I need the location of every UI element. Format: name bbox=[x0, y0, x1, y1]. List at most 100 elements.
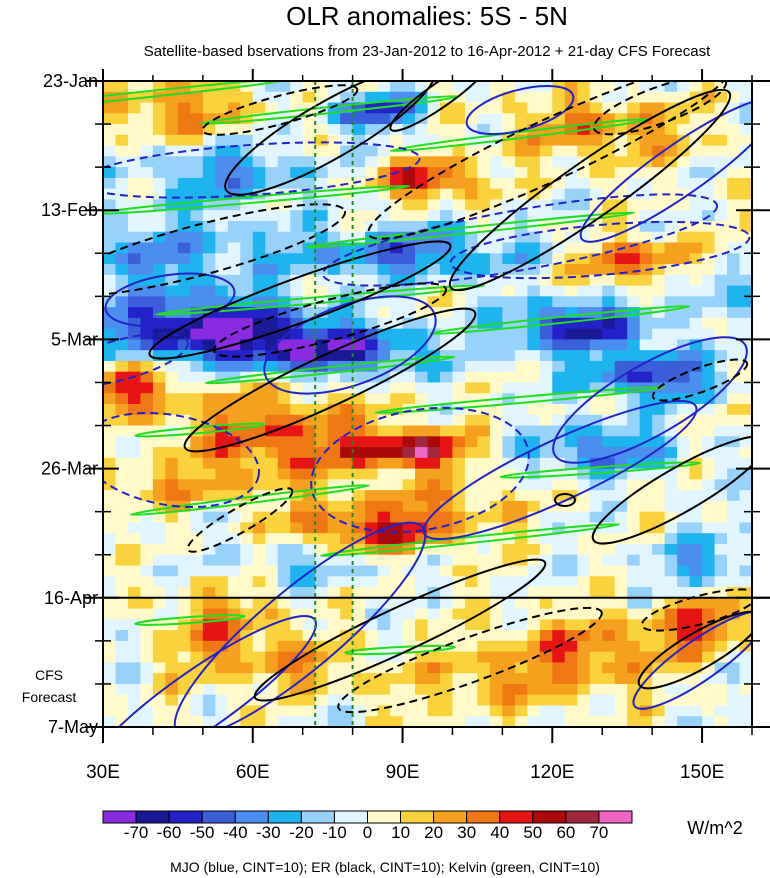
heat-cell bbox=[552, 447, 566, 459]
heat-cell bbox=[140, 522, 154, 534]
heat-cell bbox=[577, 543, 591, 556]
heat-cell bbox=[464, 597, 479, 610]
heat-cell bbox=[315, 640, 329, 653]
heat-cell bbox=[352, 630, 366, 642]
heat-cell bbox=[302, 436, 316, 448]
heat-cell bbox=[464, 468, 479, 480]
heat-cell bbox=[377, 253, 391, 265]
heat-cell bbox=[277, 328, 291, 340]
heat-cell bbox=[327, 716, 341, 727]
heat-cell bbox=[352, 231, 366, 244]
heat-cell bbox=[602, 543, 616, 556]
heat-cell bbox=[140, 296, 154, 308]
heat-cell bbox=[514, 447, 528, 459]
heat-cell bbox=[439, 220, 454, 233]
heat-cell bbox=[489, 608, 503, 620]
heat-cell bbox=[602, 328, 616, 340]
heat-cell bbox=[677, 382, 691, 394]
heat-cell bbox=[427, 113, 441, 125]
heat-cell bbox=[739, 317, 752, 330]
heat-cell bbox=[639, 565, 653, 577]
heat-cell bbox=[402, 673, 416, 685]
heat-cell bbox=[177, 447, 191, 459]
heat-cell bbox=[527, 156, 541, 168]
heat-cell bbox=[514, 479, 528, 491]
heat-cell bbox=[115, 479, 129, 491]
heat-cell bbox=[514, 705, 528, 717]
heat-cell bbox=[402, 608, 416, 620]
heat-cell bbox=[327, 673, 341, 685]
heat-cell bbox=[439, 113, 454, 125]
heat-cell bbox=[727, 307, 741, 319]
heat-cell bbox=[290, 479, 304, 491]
heat-cell bbox=[427, 242, 441, 254]
heat-cell bbox=[677, 264, 691, 276]
heat-cell bbox=[602, 156, 616, 168]
heat-cell bbox=[402, 479, 416, 491]
heat-cell bbox=[277, 479, 291, 491]
heat-cell bbox=[327, 81, 341, 93]
heat-cell bbox=[577, 91, 591, 104]
heat-cell bbox=[365, 274, 379, 287]
heat-cell bbox=[290, 533, 304, 545]
heat-cell bbox=[614, 533, 628, 545]
heat-cell bbox=[552, 113, 566, 125]
heat-cell bbox=[165, 447, 179, 459]
heat-cell bbox=[302, 457, 316, 470]
heat-cell bbox=[589, 490, 603, 502]
heat-cell bbox=[377, 296, 391, 308]
heat-cell bbox=[427, 145, 441, 157]
heat-cell bbox=[290, 145, 304, 157]
heat-cell bbox=[290, 242, 304, 254]
heat-cell bbox=[165, 457, 179, 470]
heat-cell bbox=[340, 124, 354, 136]
heat-cell bbox=[502, 102, 516, 114]
heat-cell bbox=[390, 457, 404, 470]
heat-cell bbox=[714, 242, 728, 254]
heat-cell bbox=[140, 145, 154, 157]
heat-cell bbox=[489, 500, 503, 513]
heat-cell bbox=[277, 576, 291, 588]
heat-cell bbox=[377, 705, 391, 717]
heat-cell bbox=[340, 447, 354, 459]
heat-cell bbox=[415, 328, 429, 340]
heat-cell bbox=[252, 608, 266, 620]
heat-cell bbox=[177, 543, 191, 556]
heat-cell bbox=[677, 167, 691, 179]
heat-cell bbox=[302, 350, 316, 362]
heat-cell bbox=[589, 360, 603, 373]
heat-cell bbox=[190, 404, 204, 416]
heat-cell bbox=[614, 597, 628, 610]
heat-cell bbox=[589, 220, 603, 233]
heat-cell bbox=[177, 167, 191, 179]
heat-cell bbox=[165, 705, 179, 717]
heat-cell bbox=[365, 640, 379, 653]
heat-cell bbox=[714, 500, 728, 513]
heat-cell bbox=[103, 220, 117, 233]
heat-cell bbox=[489, 468, 503, 480]
heat-cell bbox=[415, 662, 429, 674]
heat-cell bbox=[140, 264, 154, 276]
heat-cell bbox=[689, 253, 703, 265]
heat-cell bbox=[577, 145, 591, 157]
heat-cell bbox=[240, 253, 254, 265]
heat-cell bbox=[502, 328, 516, 340]
heat-cell bbox=[327, 393, 341, 405]
heat-cell bbox=[727, 264, 741, 276]
heat-cell bbox=[152, 177, 166, 190]
heat-cell bbox=[202, 414, 216, 427]
heat-cell bbox=[664, 134, 678, 147]
heat-cell bbox=[227, 156, 241, 168]
heat-cell bbox=[127, 447, 142, 459]
heat-cell bbox=[227, 307, 241, 319]
heat-cell bbox=[602, 113, 616, 125]
heat-cell bbox=[702, 350, 716, 362]
heat-cell bbox=[315, 360, 329, 373]
heat-cell bbox=[165, 404, 179, 416]
heat-cell bbox=[402, 511, 416, 524]
heat-cell bbox=[202, 274, 216, 287]
heat-cell bbox=[265, 554, 279, 567]
heat-cell bbox=[227, 177, 241, 190]
heat-cell bbox=[103, 296, 117, 308]
heat-cell bbox=[464, 533, 479, 545]
